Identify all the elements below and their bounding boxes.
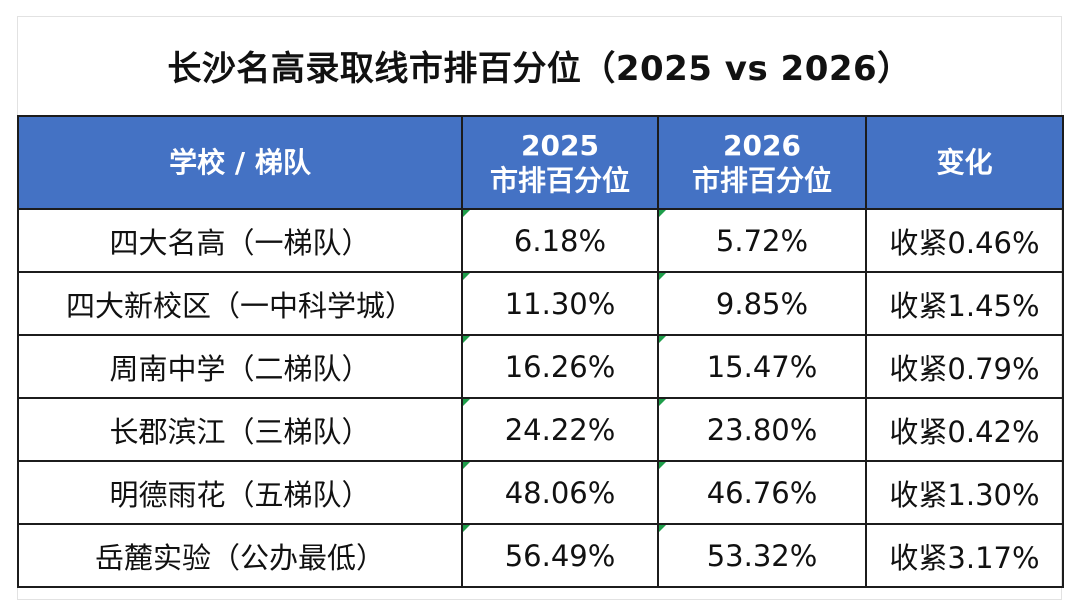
- school-cell: 四大名高（一梯队）: [17, 208, 463, 273]
- school-cell: 四大新校区（一中科学城）: [17, 271, 463, 336]
- change-cell: 收紧0.46%: [865, 208, 1064, 273]
- header-change-label: 变化: [936, 146, 993, 179]
- header-school-label: 学校 / 梯队: [169, 146, 311, 179]
- table-row: 明德雨花（五梯队） 48.06% 46.76% 收紧1.30%: [17, 460, 1064, 525]
- header-school: 学校 / 梯队: [17, 115, 463, 210]
- percentile-2025-cell: 6.18%: [461, 208, 659, 273]
- percentile-2025-cell: 11.30%: [461, 271, 659, 336]
- page-title: 长沙名高录取线市排百分位（2025 vs 2026）: [167, 49, 912, 89]
- table-row: 周南中学（二梯队） 16.26% 15.47% 收紧0.79%: [17, 334, 1064, 399]
- change-cell: 收紧1.30%: [865, 460, 1064, 525]
- percentile-2026-cell: 46.76%: [657, 460, 867, 525]
- header-2025-year: 2025: [521, 128, 599, 162]
- school-cell: 周南中学（二梯队）: [17, 334, 463, 399]
- header-row: 学校 / 梯队 2025 市排百分位 2026 市排百分位 变化: [17, 115, 1064, 210]
- table-row: 长郡滨江（三梯队） 24.22% 23.80% 收紧0.42%: [17, 397, 1064, 462]
- percentile-2025-cell: 56.49%: [461, 523, 659, 588]
- table-row: 四大新校区（一中科学城） 11.30% 9.85% 收紧1.45%: [17, 271, 1064, 336]
- header-2025: 2025 市排百分位: [461, 115, 659, 210]
- change-cell: 收紧0.79%: [865, 334, 1064, 399]
- percentile-2026-cell: 9.85%: [657, 271, 867, 336]
- school-cell: 明德雨花（五梯队）: [17, 460, 463, 525]
- percentile-2026-cell: 5.72%: [657, 208, 867, 273]
- percentile-2025-cell: 16.26%: [461, 334, 659, 399]
- school-cell: 长郡滨江（三梯队）: [17, 397, 463, 462]
- change-cell: 收紧3.17%: [865, 523, 1064, 588]
- school-cell: 岳麓实验（公办最低）: [17, 523, 463, 588]
- percentile-2025-cell: 48.06%: [461, 460, 659, 525]
- change-cell: 收紧0.42%: [865, 397, 1064, 462]
- header-2026: 2026 市排百分位: [657, 115, 867, 210]
- table-row: 四大名高（一梯队） 6.18% 5.72% 收紧0.46%: [17, 208, 1064, 273]
- header-change: 变化: [865, 115, 1064, 210]
- percentile-2026-cell: 53.32%: [657, 523, 867, 588]
- percentile-table: 学校 / 梯队 2025 市排百分位 2026 市排百分位 变化 四大名高（一梯…: [17, 115, 1064, 588]
- header-2026-label: 市排百分位: [691, 163, 832, 197]
- percentile-2026-cell: 23.80%: [657, 397, 867, 462]
- percentile-2025-cell: 24.22%: [461, 397, 659, 462]
- table-row: 岳麓实验（公办最低） 56.49% 53.32% 收紧3.17%: [17, 523, 1064, 588]
- percentile-2026-cell: 15.47%: [657, 334, 867, 399]
- header-2025-label: 市排百分位: [489, 163, 630, 197]
- change-cell: 收紧1.45%: [865, 271, 1064, 336]
- header-2026-year: 2026: [723, 128, 801, 162]
